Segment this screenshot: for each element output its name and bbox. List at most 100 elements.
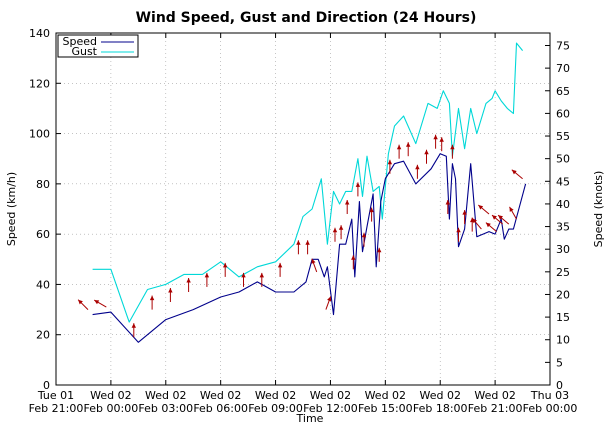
direction-arrow-head [311, 258, 316, 264]
direction-arrow-head [149, 295, 155, 301]
direction-arrow-head [241, 272, 246, 278]
grid [56, 33, 550, 385]
direction-arrow [355, 182, 361, 197]
direction-arrow [406, 142, 411, 157]
y-tick-label: 60 [36, 228, 50, 241]
y2-tick-label: 60 [556, 107, 570, 120]
direction-arrow-head [305, 240, 310, 245]
direction-arrow-head [462, 210, 467, 215]
x-tick-label-day: Wed 02 [474, 389, 515, 402]
direction-arrow-head [296, 240, 301, 245]
direction-arrow-head [332, 227, 338, 233]
direction-arrow-head [478, 205, 484, 210]
direction-arrow [296, 240, 301, 255]
direction-arrow [332, 227, 338, 242]
y2-tick-label: 25 [556, 266, 570, 279]
x-tick-label-day: Wed 02 [90, 389, 131, 402]
direction-arrow [149, 295, 155, 310]
direction-arrow [369, 207, 374, 222]
y-tick-label: 40 [36, 278, 50, 291]
direction-arrow [345, 200, 350, 214]
x-tick-label-time: Feb 06:00 [193, 402, 248, 415]
direction-arrow-head [94, 300, 100, 305]
y2-tick-label: 40 [556, 198, 570, 211]
y2-tick-label: 75 [556, 39, 570, 52]
direction-arrow-head [78, 299, 83, 305]
legend-label-speed: Speed [63, 35, 97, 48]
x-tick-label-day: Wed 02 [365, 389, 406, 402]
direction-arrow-head [424, 149, 429, 155]
direction-arrow-head [345, 200, 350, 205]
y2-axis-label: Speed (knots) [592, 171, 605, 248]
direction-arrow-head [361, 232, 367, 238]
direction-arrow-head [277, 262, 283, 268]
direction-arrow [497, 214, 510, 225]
direction-arrow-head [445, 200, 450, 205]
legend: Speed Gust [57, 34, 139, 58]
y-tick-label: 100 [29, 128, 50, 141]
direction-arrow [511, 169, 523, 180]
plot-frame [55, 32, 551, 386]
x-tick-label-time: Feb 00:00 [523, 402, 578, 415]
x-tick-label-day: Wed 02 [419, 389, 460, 402]
y-tick-label: 120 [29, 77, 50, 90]
direction-arrow [186, 278, 191, 292]
legend-label-gust: Gust [71, 45, 97, 58]
x-tick-label-time: Feb 21:00 [29, 402, 84, 415]
x-tick-label-time: Feb 21:00 [468, 402, 523, 415]
direction-arrow [259, 272, 264, 287]
direction-arrow-head [511, 169, 517, 175]
direction-arrow-head [406, 142, 411, 147]
direction-arrow [415, 164, 420, 179]
y2-tick-label: 0 [556, 379, 563, 392]
x-tick-label-time: Feb 18:00 [413, 402, 468, 415]
direction-arrow-head [498, 215, 503, 220]
y-tick-label: 80 [36, 178, 50, 191]
direction-arrow [433, 134, 438, 149]
direction-arrow-head [439, 137, 444, 142]
direction-arrow [445, 200, 450, 214]
direction-arrow [377, 247, 382, 262]
y2-tick-label: 50 [556, 153, 570, 166]
direction-arrow [204, 272, 210, 287]
direction-arrow [168, 288, 173, 302]
direction-arrow-head [450, 144, 455, 150]
direction-arrow [305, 240, 310, 255]
direction-arrow [472, 218, 482, 230]
direction-arrow [450, 144, 455, 159]
y2-tick-label: 5 [556, 356, 563, 369]
direction-arrow [456, 227, 461, 242]
direction-arrow [361, 232, 367, 247]
direction-arrow [241, 272, 246, 287]
direction-arrow [439, 137, 444, 152]
y2-tick-label: 35 [556, 221, 570, 234]
direction-arrow-head [351, 255, 356, 260]
x-tick-label-time: Feb 00:00 [84, 402, 139, 415]
y2-tick-label: 15 [556, 311, 570, 324]
direction-arrow-head [509, 206, 514, 212]
direction-arrow [351, 255, 356, 270]
x-tick-label-day: Wed 02 [145, 389, 186, 402]
y-axis-ticks: 0 20 40 60 80 100 120 140 [29, 27, 61, 392]
y2-tick-label: 10 [556, 334, 570, 347]
direction-arrow [509, 206, 517, 220]
direction-arrow-head [415, 164, 420, 170]
direction-arrow-head [355, 182, 361, 187]
direction-arrow [325, 296, 332, 310]
direction-arrow-head [456, 227, 461, 233]
direction-arrows [77, 134, 523, 338]
direction-arrow [387, 159, 393, 174]
direction-arrow [477, 204, 490, 215]
direction-arrow-head [396, 144, 402, 150]
direction-arrow [131, 323, 136, 338]
direction-arrow-head [472, 218, 477, 224]
direction-arrow [491, 214, 504, 225]
x-axis-label: Time [296, 412, 324, 425]
direction-arrow-head [259, 272, 264, 278]
y2-tick-label: 65 [556, 85, 570, 98]
direction-arrow-head [377, 247, 382, 253]
direction-arrow [338, 225, 344, 240]
y2-tick-label: 30 [556, 243, 570, 256]
